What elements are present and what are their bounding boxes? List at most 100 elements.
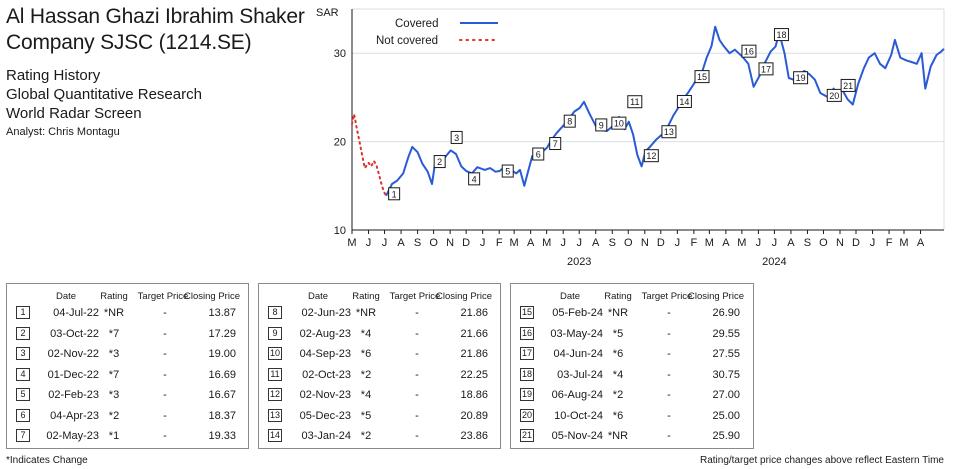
row-date: 01-Dec-22 [47,368,99,381]
row-date: 02-Jun-23 [301,307,351,319]
x-tick-label: F [886,237,893,249]
row-target-price: - [667,348,671,360]
header-date: Date [559,291,581,302]
table-row: 7 02-May-23 *1 - 19.33 [7,428,248,446]
row-closing-price: 21.86 [460,348,488,360]
footnote-time: Rating/target price changes above reflec… [699,455,944,466]
row-date: 03-Jul-24 [557,368,603,381]
table-row: 3 02-Nov-22 *3 - 19.00 [7,346,248,364]
rating-history-label: Rating History [6,67,101,84]
row-number: 7 [16,429,30,442]
row-number: 19 [520,388,534,401]
y-tick-label: 30 [334,48,346,60]
row-date: 02-May-23 [46,430,99,442]
year-label: 2023 [567,256,591,268]
row-closing-price: 18.86 [460,389,488,401]
row-number: 20 [520,408,534,422]
row-number: 2 [16,326,30,340]
row-rating: *NR [607,307,629,319]
row-target-price: - [163,409,167,422]
row-target-price: - [667,430,671,442]
row-rating: *5 [360,409,372,422]
row-closing-price: 20.89 [460,409,488,422]
table-header: Date Rating Target Price Closing Price [7,292,248,312]
event-marker-label: 6 [536,150,541,160]
row-number: 15 [520,306,534,319]
event-marker-box [450,130,463,144]
x-tick-label: A [397,237,405,249]
event-marker-box [433,155,446,169]
x-tick-label: J [756,237,762,249]
row-closing-price: 27.00 [712,389,740,401]
x-tick-label: F [496,237,503,249]
table-row: 21 05-Nov-24 *NR - 25.90 [511,428,753,446]
x-tick-label: M [347,237,356,249]
row-rating: *NR [355,307,377,319]
row-date: 04-Apr-23 [50,409,99,422]
row-date: 05-Feb-24 [552,307,603,319]
event-marker-box [595,118,608,132]
event-marker-box [388,187,401,201]
x-tick-label: O [624,237,633,249]
event-marker-label: 1 [392,189,397,199]
row-closing-price: 29.55 [712,327,740,340]
product-label: World Radar Screen [6,105,142,122]
row-rating: *1 [108,430,120,442]
event-marker-box [773,28,789,42]
x-tick-label: J [480,237,486,249]
row-closing-price: 22.25 [460,368,488,381]
analyst-label: Analyst: Chris Montagu [6,126,120,138]
rating-table-2: Date Rating Target Price Closing Price 8 02-J… [258,283,501,449]
event-marker-box [661,125,677,139]
table-row: 11 02-Oct-23 *2 - 22.25 [259,367,500,385]
row-closing-price: 23.86 [460,430,488,442]
header-close: Closing Price [688,291,744,302]
legend-covered-label: Covered [395,18,438,30]
event-marker-label: 17 [761,64,771,74]
x-tick-label: N [446,237,454,249]
y-axis-label: SAR [316,7,339,19]
header-rating: Rating [604,291,632,302]
row-date: 10-Oct-24 [554,409,603,422]
year-label: 2024 [762,256,786,268]
event-marker-label: 10 [614,119,624,129]
header-target: Target Price [389,291,441,302]
row-rating: *6 [612,409,624,422]
x-tick-label: J [366,237,372,249]
row-rating: *5 [612,327,624,340]
x-tick-label: N [836,237,844,249]
event-marker-box [611,116,627,130]
table-row: 19 06-Aug-24 *2 - 27.00 [511,387,753,405]
header-rating: Rating [100,291,128,302]
row-target-price: - [163,389,167,401]
row-date: 02-Aug-23 [299,327,351,340]
table-row: 10 04-Sep-23 *6 - 21.86 [259,346,500,364]
event-marker-label: 7 [553,139,558,149]
row-target-price: - [415,430,419,442]
research-group-label: Global Quantitative Research [6,86,202,103]
event-marker-label: 21 [843,81,853,91]
row-date: 02-Feb-23 [48,389,99,401]
row-target-price: - [163,307,167,319]
table-row: 1 04-Jul-22 *NR - 13.87 [7,305,248,323]
row-target-price: - [667,409,671,422]
y-tick-label: 10 [334,225,346,237]
row-number: 9 [268,326,282,340]
row-number: 1 [16,306,30,319]
table-row: 4 01-Dec-22 *7 - 16.69 [7,367,248,385]
event-marker-label: 14 [679,97,689,107]
x-tick-label: A [592,237,600,249]
x-tick-label: A [787,237,795,249]
event-marker-label: 19 [796,73,806,83]
row-target-price: - [163,368,167,381]
x-tick-label: A [917,237,925,249]
row-closing-price: 17.29 [208,327,236,340]
row-date: 02-Nov-22 [47,348,99,360]
row-target-price: - [667,327,671,340]
row-target-price: - [667,307,671,319]
table-row: 15 05-Feb-24 *NR - 26.90 [511,305,753,323]
event-marker-label: 15 [697,72,707,82]
header-date: Date [307,291,329,302]
event-marker-box [741,44,757,58]
